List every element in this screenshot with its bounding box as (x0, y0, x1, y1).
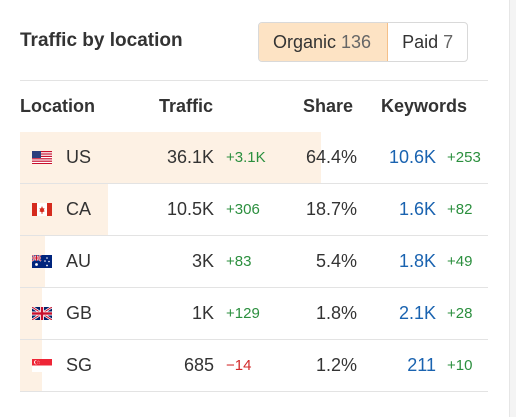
share-value: 1.2% (315, 355, 357, 375)
organic-paid-toggle: Organic 136 Paid 7 (258, 22, 469, 62)
sg-flag-icon (32, 359, 52, 372)
ca-flag-icon (32, 203, 52, 216)
header-divider (20, 80, 488, 81)
traffic-value: 3K (191, 251, 214, 271)
keywords-link[interactable]: 1.8K (398, 251, 436, 271)
share-bar (20, 288, 42, 339)
paid-tab[interactable]: Paid 7 (388, 23, 467, 61)
traffic-change: +83 (226, 253, 252, 270)
traffic-value: 1K (191, 303, 214, 323)
table-row[interactable]: US 36.1K +3.1K 64.4% 10.6K +253 (20, 132, 488, 184)
traffic-change: −14 (226, 357, 252, 374)
organic-label: Organic (273, 31, 337, 52)
table-row[interactable]: SG 685 −14 1.2% 211 +10 (20, 340, 488, 392)
column-header-keywords: Keywords (381, 96, 468, 116)
traffic-value: 36.1K (166, 147, 214, 167)
keywords-change: +253 (447, 149, 481, 166)
us-flag-icon (32, 151, 52, 164)
table-row[interactable]: CA 10.5K +306 18.7% 1.6K +82 (20, 184, 488, 236)
scrollbar-track[interactable] (510, 0, 516, 417)
share-value: 64.4% (305, 147, 357, 167)
column-header-location: Location (20, 96, 95, 116)
paid-label: Paid (402, 31, 439, 52)
share-value: 5.4% (315, 251, 357, 271)
table-row[interactable]: AU 3K +83 5.4% 1.8K +49 (20, 236, 488, 288)
keywords-link[interactable]: 211 (407, 355, 436, 375)
keywords-link[interactable]: 2.1K (398, 303, 436, 323)
traffic-value: 10.5K (166, 199, 214, 219)
keywords-change: +10 (447, 357, 473, 374)
share-value: 1.8% (315, 303, 357, 323)
column-header-share: Share (303, 96, 354, 116)
country-code: SG (66, 355, 93, 375)
country-code: GB (66, 303, 93, 323)
organic-count: 136 (341, 31, 372, 52)
traffic-change: +306 (226, 201, 260, 218)
column-header-traffic: Traffic (159, 96, 214, 116)
share-value: 18.7% (305, 199, 357, 219)
gb-flag-icon (31, 305, 53, 322)
traffic-value: 685 (183, 355, 214, 375)
traffic-change: +3.1K (226, 149, 266, 166)
paid-count: 7 (443, 31, 454, 52)
panel-title: Traffic by location (20, 30, 183, 51)
country-code: US (66, 147, 92, 167)
country-code: AU (66, 251, 92, 271)
share-bar (20, 132, 321, 183)
country-code: CA (66, 199, 92, 219)
keywords-change: +49 (447, 253, 473, 270)
au-flag-icon (31, 254, 52, 268)
keywords-link[interactable]: 10.6K (388, 147, 436, 167)
share-bar (20, 340, 42, 391)
keywords-link[interactable]: 1.6K (398, 199, 436, 219)
table-row[interactable]: GB 1K +129 1.8% 2.1K +28 (20, 288, 488, 340)
keywords-change: +82 (447, 201, 473, 218)
organic-tab[interactable]: Organic 136 (259, 23, 389, 61)
keywords-change: +28 (447, 305, 473, 322)
traffic-change: +129 (226, 305, 260, 322)
